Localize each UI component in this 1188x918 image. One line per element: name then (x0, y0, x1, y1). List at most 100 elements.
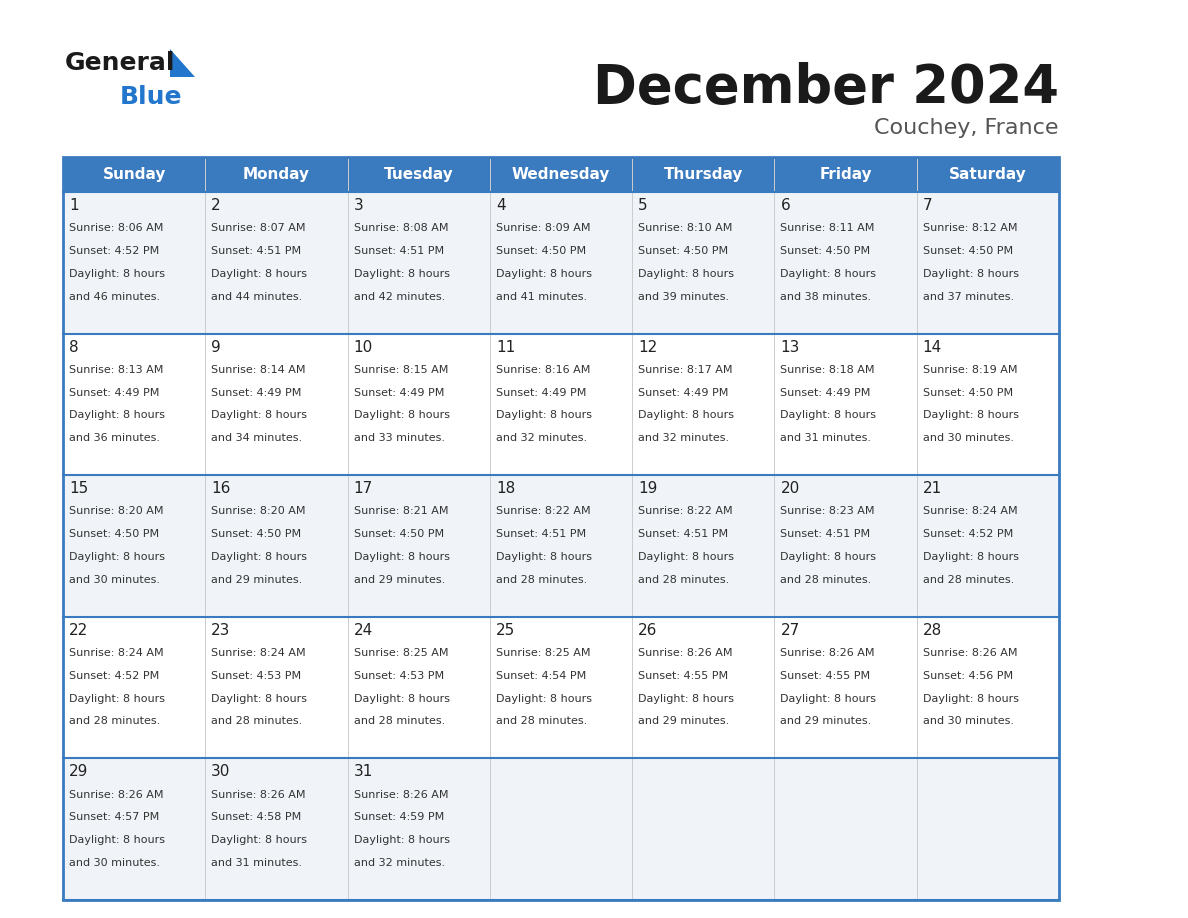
Text: Sunrise: 8:24 AM: Sunrise: 8:24 AM (923, 507, 1017, 516)
Text: Sunrise: 8:16 AM: Sunrise: 8:16 AM (495, 364, 590, 375)
Text: Sunrise: 8:19 AM: Sunrise: 8:19 AM (923, 364, 1017, 375)
Text: Sunset: 4:55 PM: Sunset: 4:55 PM (638, 671, 728, 681)
Bar (63, 333, 1059, 476)
Text: Daylight: 8 hours: Daylight: 8 hours (781, 410, 877, 420)
Text: and 28 minutes.: and 28 minutes. (211, 716, 303, 726)
Text: and 30 minutes.: and 30 minutes. (923, 433, 1013, 443)
Text: and 34 minutes.: and 34 minutes. (211, 433, 303, 443)
Text: Daylight: 8 hours: Daylight: 8 hours (923, 552, 1019, 562)
Text: Sunset: 4:58 PM: Sunset: 4:58 PM (211, 812, 302, 823)
Text: 31: 31 (354, 765, 373, 779)
Text: Sunset: 4:51 PM: Sunset: 4:51 PM (495, 529, 586, 539)
Text: Sunrise: 8:20 AM: Sunrise: 8:20 AM (69, 507, 164, 516)
Text: Sunrise: 8:10 AM: Sunrise: 8:10 AM (638, 223, 733, 233)
Text: Daylight: 8 hours: Daylight: 8 hours (781, 694, 877, 703)
Text: Sunrise: 8:26 AM: Sunrise: 8:26 AM (781, 648, 874, 658)
Text: Daylight: 8 hours: Daylight: 8 hours (923, 694, 1019, 703)
Text: Daylight: 8 hours: Daylight: 8 hours (211, 552, 308, 562)
Text: Sunset: 4:49 PM: Sunset: 4:49 PM (211, 387, 302, 397)
Bar (63, 192, 1059, 333)
Text: Daylight: 8 hours: Daylight: 8 hours (354, 552, 449, 562)
Text: Sunrise: 8:07 AM: Sunrise: 8:07 AM (211, 223, 305, 233)
Text: 5: 5 (638, 198, 647, 213)
Bar (63, 157, 1059, 192)
Text: and 29 minutes.: and 29 minutes. (638, 716, 729, 726)
Text: 30: 30 (211, 765, 230, 779)
Text: December 2024: December 2024 (593, 62, 1059, 114)
Text: and 28 minutes.: and 28 minutes. (923, 575, 1015, 585)
Text: 24: 24 (354, 622, 373, 638)
Text: and 31 minutes.: and 31 minutes. (211, 858, 302, 868)
Text: 19: 19 (638, 481, 657, 497)
Text: Sunset: 4:51 PM: Sunset: 4:51 PM (781, 529, 871, 539)
Text: Sunset: 4:49 PM: Sunset: 4:49 PM (495, 387, 586, 397)
Text: Blue: Blue (120, 85, 183, 109)
Text: and 44 minutes.: and 44 minutes. (211, 292, 303, 302)
Text: 29: 29 (69, 765, 88, 779)
Text: Couchey, France: Couchey, France (874, 118, 1059, 138)
Text: Daylight: 8 hours: Daylight: 8 hours (495, 552, 592, 562)
Text: Sunset: 4:50 PM: Sunset: 4:50 PM (923, 387, 1013, 397)
Text: Daylight: 8 hours: Daylight: 8 hours (638, 269, 734, 279)
Text: Monday: Monday (242, 167, 310, 182)
Text: Sunset: 4:59 PM: Sunset: 4:59 PM (354, 812, 444, 823)
Text: Sunset: 4:50 PM: Sunset: 4:50 PM (638, 246, 728, 256)
Text: Daylight: 8 hours: Daylight: 8 hours (69, 410, 165, 420)
Text: 9: 9 (211, 340, 221, 354)
Text: Sunset: 4:50 PM: Sunset: 4:50 PM (495, 246, 586, 256)
Text: and 39 minutes.: and 39 minutes. (638, 292, 729, 302)
Text: and 28 minutes.: and 28 minutes. (69, 716, 160, 726)
Text: Sunset: 4:52 PM: Sunset: 4:52 PM (69, 671, 159, 681)
Text: and 28 minutes.: and 28 minutes. (495, 575, 587, 585)
Text: and 32 minutes.: and 32 minutes. (354, 858, 444, 868)
Text: 15: 15 (69, 481, 88, 497)
Text: 11: 11 (495, 340, 516, 354)
Text: Sunday: Sunday (102, 167, 166, 182)
Text: and 29 minutes.: and 29 minutes. (211, 575, 303, 585)
Text: and 28 minutes.: and 28 minutes. (781, 575, 872, 585)
Text: Wednesday: Wednesday (512, 167, 611, 182)
Text: Sunrise: 8:20 AM: Sunrise: 8:20 AM (211, 507, 305, 516)
Text: Daylight: 8 hours: Daylight: 8 hours (69, 552, 165, 562)
Text: 10: 10 (354, 340, 373, 354)
Text: and 31 minutes.: and 31 minutes. (781, 433, 872, 443)
Text: Sunrise: 8:26 AM: Sunrise: 8:26 AM (211, 789, 305, 800)
Text: Sunrise: 8:23 AM: Sunrise: 8:23 AM (781, 507, 874, 516)
Text: Thursday: Thursday (664, 167, 742, 182)
Text: Daylight: 8 hours: Daylight: 8 hours (495, 694, 592, 703)
Text: and 33 minutes.: and 33 minutes. (354, 433, 444, 443)
Text: Sunset: 4:52 PM: Sunset: 4:52 PM (69, 246, 159, 256)
Text: 26: 26 (638, 622, 657, 638)
Text: Sunset: 4:50 PM: Sunset: 4:50 PM (69, 529, 159, 539)
Bar (63, 476, 1059, 617)
Text: Sunrise: 8:18 AM: Sunrise: 8:18 AM (781, 364, 874, 375)
Text: Daylight: 8 hours: Daylight: 8 hours (211, 269, 308, 279)
Text: 6: 6 (781, 198, 790, 213)
Text: Sunset: 4:51 PM: Sunset: 4:51 PM (211, 246, 302, 256)
Text: Sunrise: 8:26 AM: Sunrise: 8:26 AM (69, 789, 164, 800)
Text: 3: 3 (354, 198, 364, 213)
Text: Sunrise: 8:24 AM: Sunrise: 8:24 AM (211, 648, 307, 658)
Text: Sunrise: 8:15 AM: Sunrise: 8:15 AM (354, 364, 448, 375)
Text: Daylight: 8 hours: Daylight: 8 hours (495, 410, 592, 420)
Text: Daylight: 8 hours: Daylight: 8 hours (638, 410, 734, 420)
Text: Sunset: 4:51 PM: Sunset: 4:51 PM (638, 529, 728, 539)
Text: Daylight: 8 hours: Daylight: 8 hours (69, 269, 165, 279)
Text: 13: 13 (781, 340, 800, 354)
Text: Sunset: 4:50 PM: Sunset: 4:50 PM (923, 246, 1013, 256)
Text: Sunset: 4:53 PM: Sunset: 4:53 PM (354, 671, 443, 681)
Text: 21: 21 (923, 481, 942, 497)
Text: Sunrise: 8:06 AM: Sunrise: 8:06 AM (69, 223, 164, 233)
Text: Daylight: 8 hours: Daylight: 8 hours (495, 269, 592, 279)
Text: 22: 22 (69, 622, 88, 638)
Text: Saturday: Saturday (949, 167, 1026, 182)
Text: Daylight: 8 hours: Daylight: 8 hours (69, 835, 165, 845)
Text: 25: 25 (495, 622, 516, 638)
Text: Sunset: 4:52 PM: Sunset: 4:52 PM (923, 529, 1013, 539)
Text: Daylight: 8 hours: Daylight: 8 hours (354, 410, 449, 420)
Text: Sunset: 4:57 PM: Sunset: 4:57 PM (69, 812, 159, 823)
Text: Sunrise: 8:22 AM: Sunrise: 8:22 AM (638, 507, 733, 516)
Text: and 29 minutes.: and 29 minutes. (781, 716, 872, 726)
Text: Sunset: 4:51 PM: Sunset: 4:51 PM (354, 246, 443, 256)
Text: Daylight: 8 hours: Daylight: 8 hours (923, 269, 1019, 279)
